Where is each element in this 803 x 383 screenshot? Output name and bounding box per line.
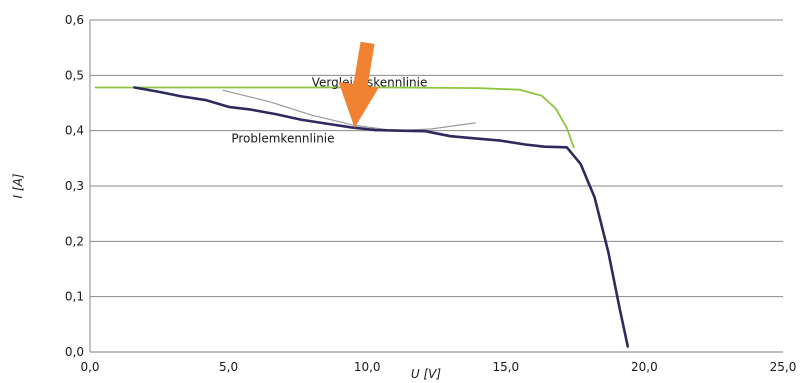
y-tick-label: 0,6 <box>65 13 84 27</box>
x-tick-label: 0,0 <box>80 360 99 374</box>
series-line-problemkennlinie <box>133 86 630 348</box>
annotations: Vergleichskennlinie Problemkennlinie <box>231 41 427 146</box>
y-tick-label: 0,4 <box>65 124 84 138</box>
arrow-marker <box>338 41 379 128</box>
y-tick-label: 0,2 <box>65 234 84 248</box>
y-tick-labels: 0,0 0,1 0,2 0,3 0,4 0,5 0,6 <box>65 13 84 359</box>
x-tick-label: 5,0 <box>219 360 238 374</box>
series-line-helper <box>222 89 476 132</box>
x-tick-label: 10,0 <box>354 360 381 374</box>
y-tick-label: 0,3 <box>65 179 84 193</box>
y-tick-label: 0,0 <box>65 345 84 359</box>
x-axis-label: U [V] <box>411 367 441 381</box>
series-line-vergleichskennlinie <box>94 86 575 149</box>
x-tick-label: 20,0 <box>631 360 658 374</box>
y-tick-label: 0,5 <box>65 68 84 82</box>
series-lines <box>94 86 630 348</box>
grid-lines <box>89 19 783 353</box>
y-axis-label: I [A] <box>11 173 25 198</box>
x-tick-label: 15,0 <box>492 360 519 374</box>
x-tick-label: 25,0 <box>770 360 797 374</box>
x-tick-labels: 0,0 5,0 10,0 15,0 20,0 25,0 <box>80 360 796 374</box>
annotation-problemkennlinie: Problemkennlinie <box>231 132 334 146</box>
y-tick-label: 0,1 <box>65 290 84 304</box>
